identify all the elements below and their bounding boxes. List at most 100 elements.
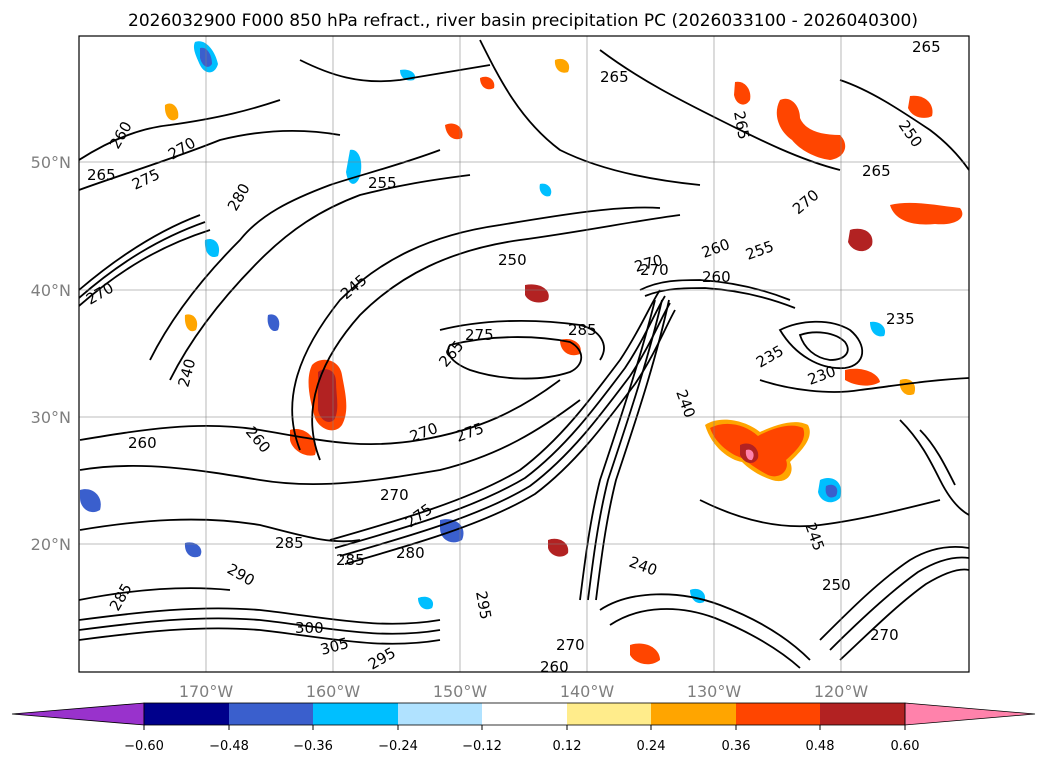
- contour-line: [798, 331, 849, 361]
- contour-line: [829, 556, 969, 651]
- contour-line: [899, 419, 969, 516]
- contour-line: [595, 299, 670, 601]
- gridlines: [79, 36, 969, 672]
- shading-negative-strong: [80, 489, 101, 513]
- contour-line: [759, 377, 969, 393]
- contour-label: 285: [568, 321, 597, 339]
- shading-negative: [346, 149, 362, 184]
- contour-label: 265: [912, 38, 941, 56]
- colorbar-tick-label: −0.12: [462, 739, 502, 754]
- contour-line: [311, 214, 681, 461]
- shading-positive-strong: [845, 368, 880, 386]
- contour-line: [778, 320, 864, 369]
- contour-label: 250: [822, 576, 851, 594]
- lat-label-50n: 50°N: [31, 153, 71, 172]
- contour-label: 270: [870, 626, 899, 644]
- contour-line: [79, 129, 341, 191]
- shading-positive: [184, 314, 198, 332]
- colorbar-segment: [736, 703, 820, 725]
- contour-line: [819, 546, 969, 641]
- contour-line: [839, 79, 969, 171]
- contour-label: 270: [380, 486, 409, 504]
- lat-label-40n: 40°N: [31, 281, 71, 300]
- lon-label-160w: 160°W: [306, 682, 361, 701]
- contour-line: [644, 287, 796, 309]
- contour-line: [699, 499, 941, 528]
- contour-line: [339, 302, 671, 557]
- colorbar-tick-label: −0.48: [209, 739, 249, 754]
- contour-line: [79, 99, 281, 161]
- shading-negative-strong: [825, 484, 838, 498]
- colorbar-extend-min: [11, 702, 145, 726]
- shading-positive-strong: [890, 202, 963, 225]
- shading-positive-strong: [734, 81, 751, 105]
- contour-line: [79, 379, 561, 446]
- lon-label-130w: 130°W: [687, 682, 742, 701]
- contour-line: [479, 39, 701, 186]
- contour-line: [639, 279, 791, 301]
- contour-line: [334, 295, 666, 549]
- contour-label: 295: [472, 590, 495, 621]
- contour-line: [599, 49, 841, 171]
- contour-line: [329, 289, 661, 541]
- contour-label: 270: [556, 636, 585, 654]
- shading-positive-xstrong: [548, 538, 569, 557]
- shading-positive-max: [745, 449, 754, 461]
- shading-positive-strong: [480, 76, 495, 90]
- contour-line: [599, 593, 811, 661]
- contour-line: [79, 399, 581, 486]
- contour-label: 265: [600, 68, 629, 86]
- contour-label: 235: [886, 310, 915, 328]
- colorbar-frame: [143, 702, 906, 726]
- colorbar-tick-label: 0.12: [553, 739, 582, 754]
- contour-line: [299, 59, 491, 83]
- contour-line: [79, 587, 231, 601]
- colorbar-segment: [398, 703, 482, 725]
- contour-line: [79, 229, 211, 307]
- contour-label: 260: [702, 268, 731, 286]
- shading-negative: [539, 183, 552, 197]
- lon-label-170w: 170°W: [179, 682, 234, 701]
- contour-line: [609, 608, 801, 669]
- contour-label: 265: [862, 162, 891, 180]
- latitude-labels: 50°N 40°N 30°N 20°N: [31, 153, 71, 554]
- shading-positive: [554, 58, 570, 73]
- contour-line: [579, 299, 656, 601]
- colorbar-tick-label: −0.36: [293, 739, 333, 754]
- contour-line: [79, 214, 201, 291]
- contour-label: 285: [336, 551, 365, 569]
- shading-negative: [870, 321, 886, 337]
- contour-label: 285: [275, 534, 304, 552]
- precip-shading: [80, 41, 963, 665]
- shading-positive-strong: [776, 98, 846, 160]
- contour-label: 265: [730, 110, 753, 141]
- colorbar-tick-label: −0.60: [124, 739, 164, 754]
- colorbar-tick-label: 0.24: [637, 739, 666, 754]
- contour-line: [169, 174, 471, 381]
- figure-title: 2026032900 F000 850 hPa refract., river …: [128, 11, 918, 31]
- contour-label: 255: [368, 174, 397, 192]
- contour-line: [79, 627, 441, 645]
- contour-line: [79, 617, 441, 635]
- contour-line: [79, 221, 206, 299]
- shading-positive-strong: [560, 338, 581, 356]
- shading-positive-strong: [710, 423, 805, 477]
- contour-label: 260: [540, 658, 569, 676]
- refractivity-contours: [79, 39, 969, 669]
- contour-label: 265: [87, 166, 116, 184]
- contour-label: 250: [498, 251, 527, 269]
- shading-negative-strong: [184, 542, 202, 558]
- colorbar-tick-label: 0.36: [722, 739, 751, 754]
- colorbar-ticks: [143, 725, 906, 730]
- shading-positive-xstrong: [525, 284, 549, 303]
- contour-line: [919, 429, 956, 486]
- contour-label: 300: [295, 619, 324, 637]
- map-panel: 265 265 260 270 275 280 265 255 250 245 …: [78, 35, 970, 676]
- colorbar-segment: [229, 703, 313, 725]
- shading-positive-strong: [445, 123, 463, 140]
- colorbar-tick-label: −0.24: [378, 739, 418, 754]
- contour-label: 275: [465, 326, 494, 344]
- contour-line: [79, 607, 441, 625]
- colorbar: −0.60 −0.48 −0.36 −0.24 −0.12 0.12 0.24 …: [11, 702, 1036, 754]
